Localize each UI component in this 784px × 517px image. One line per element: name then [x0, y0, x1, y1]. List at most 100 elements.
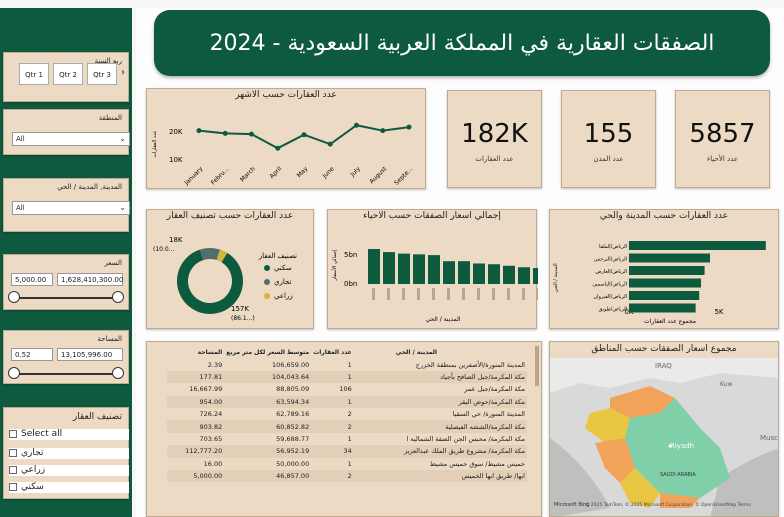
cell-avg-price: 88,805.09 [276, 385, 310, 394]
col-count[interactable]: عدد العقارات [313, 348, 352, 356]
city-bar[interactable] [629, 303, 696, 313]
col-avg-price[interactable]: متوسط السعر لكل متر مربع [226, 348, 310, 356]
residential-checkbox[interactable]: سكني [9, 482, 129, 493]
line-point[interactable] [249, 131, 254, 137]
cell-area: 16,667.99 [189, 385, 223, 394]
line-point[interactable] [354, 122, 359, 128]
line-point[interactable] [301, 132, 307, 138]
district-bar[interactable] [443, 261, 455, 284]
select-all-checkbox[interactable]: Select all [9, 429, 129, 440]
area-max-input[interactable]: 13,105,996.00 [57, 348, 123, 361]
city-bar-title: عدد العقارات حسب المدينة والحي [599, 211, 729, 221]
table-row[interactable]: 112,777.20 56,952.19 34 مكة المكرمة/ مشروع … [167, 445, 527, 458]
city-dropdown[interactable]: All ⌄ [12, 201, 130, 215]
cell-count: 2 [347, 410, 352, 419]
city-label: المدينة, المدينة / الحي [57, 183, 122, 191]
city-bar[interactable] [629, 266, 705, 275]
asir-region[interactable] [620, 468, 660, 508]
riyadh-region[interactable] [625, 398, 730, 498]
district-bar[interactable] [368, 249, 380, 284]
table-row[interactable]: 954.00 63,594.34 1 مكة المكرمة/حوض البقر [167, 395, 527, 408]
price-slider-track[interactable] [14, 297, 120, 299]
makkah-region[interactable] [595, 438, 635, 483]
price-max-input[interactable]: 1,628,410,300.00 [57, 273, 123, 286]
cell-city: المدينة المنورة/الأصفرين بمنطقة الخزرج [415, 360, 525, 369]
chevron-right-icon[interactable]: › [121, 67, 125, 78]
title-banner: الصفقات العقارية في المملكة العربية السع… [154, 10, 770, 76]
col-city[interactable]: المدينة / الحي [395, 348, 437, 356]
table-row[interactable]: 16,667.99 88,805.09 106 مكة المكرمة/جبل عمر [167, 383, 527, 395]
table-row[interactable]: 703.65 59,688.77 1 مكة المكرمة/ محبس الجن ا… [167, 433, 527, 445]
district-bar[interactable] [533, 268, 538, 284]
qtr1-button[interactable]: Qtr 1 [19, 63, 49, 85]
qtr3-button[interactable]: Qtr 3 [87, 63, 117, 85]
xtick-label: July [349, 165, 363, 179]
table-row[interactable]: 2.39 106,659.00 1 المدينة المنورة/الأصفرين … [167, 358, 527, 370]
region-dropdown[interactable]: All ⌄ [12, 132, 130, 146]
area-slider-track[interactable] [14, 373, 120, 375]
district-bar[interactable] [413, 254, 425, 284]
region-map[interactable]: Riyadh SAUDI ARABIA IRAQ Kuw Musc [550, 358, 779, 517]
donut-slice[interactable] [216, 249, 228, 263]
donut-slice[interactable] [199, 248, 221, 261]
district-bar[interactable] [398, 253, 410, 284]
ytick-10k: 10K [169, 156, 183, 164]
area-slider-min-handle[interactable] [8, 367, 20, 379]
line-point[interactable] [380, 128, 386, 134]
line-chart: عدد العقارات 20K 10K January Febru... Marc… [152, 122, 414, 187]
table-row[interactable]: 177.81 104,043.64 1 مكة المكرمة/جبل الصافح … [167, 370, 527, 384]
area-slicer: المساحة 0.52 13,105,996.00 [3, 330, 129, 384]
xtick-label: Septe... [393, 165, 414, 186]
district-bar[interactable] [383, 252, 395, 284]
city-bar-label: الرياض/العارض [595, 269, 627, 275]
legend-swatch [264, 293, 270, 299]
table-row[interactable]: 903.82 60,852.82 2 مكة المكرمة/الششه الفيصل… [167, 420, 527, 433]
table-row[interactable]: 5,000.00 46,857.00 2 ابها/ طريق ابها الخميس [167, 469, 527, 483]
line-point[interactable] [196, 128, 202, 134]
city-slicer: المدينة, المدينة / الحي All ⌄ [3, 178, 130, 232]
price-min-input[interactable]: 5,000.00 [11, 273, 53, 286]
qtr2-button[interactable]: Qtr 2 [53, 63, 83, 85]
donut-top-sub: (10.0... [153, 246, 175, 253]
donut-legend-title: تصنيف العقار [258, 252, 297, 260]
area-min-input[interactable]: 0.52 [11, 348, 53, 361]
line-point[interactable] [327, 141, 333, 147]
najran-region[interactable] [660, 493, 700, 508]
col-area[interactable]: المساحة [197, 348, 223, 356]
cell-city: مكة المكرمة/ مشروع طريق الملك عبدالعزيز [404, 447, 525, 456]
line-point[interactable] [406, 124, 412, 130]
table-row[interactable]: 16.00 50,000.00 1 خميس مشيط/ سوق خميس مشيط [167, 458, 527, 470]
city-bar-card: عدد العقارات حسب المدينة والحي المدينة /… [549, 209, 779, 329]
northern-region[interactable] [610, 386, 675, 418]
price-slider-min-handle[interactable] [8, 291, 20, 303]
xtick-label [447, 288, 450, 300]
district-bar[interactable] [428, 255, 440, 284]
table-scrollbar[interactable] [535, 346, 539, 386]
area-slider-max-handle[interactable] [112, 367, 124, 379]
cell-city: ابها/ طريق ابها الخميس [461, 472, 525, 481]
cell-count: 1 [347, 360, 352, 369]
line-point[interactable] [275, 145, 281, 151]
district-bar[interactable] [458, 261, 470, 284]
commercial-checkbox[interactable]: تجاري [9, 448, 129, 459]
district-bar[interactable] [473, 263, 485, 284]
city-bar-label: الرياض/الياسمين [592, 282, 627, 288]
city-bar[interactable] [629, 278, 701, 288]
madinah-region[interactable] [585, 408, 630, 443]
table-row[interactable]: 726.24 62,789.16 2 المدينة المنورة/ حي السق… [167, 408, 527, 420]
district-bar[interactable] [488, 264, 500, 284]
cell-area: 726.24 [199, 410, 223, 419]
district-bar[interactable] [518, 267, 530, 284]
district-bar[interactable] [503, 265, 515, 284]
donut-slice[interactable] [177, 249, 243, 314]
cell-area: 112,777.20 [185, 447, 223, 456]
line-point[interactable] [222, 130, 228, 136]
map-label-riyadh: Riyadh [670, 442, 694, 450]
city-bar[interactable] [629, 253, 710, 263]
line-chart-card: عدد العقارات حسب الأشهر عدد العقارات 20K… [146, 88, 426, 189]
cell-count: 2 [347, 422, 352, 431]
agricultural-checkbox[interactable]: زراعي [9, 465, 129, 476]
price-slider-max-handle[interactable] [112, 291, 124, 303]
city-bar[interactable] [629, 291, 700, 300]
city-bar[interactable] [629, 241, 766, 250]
